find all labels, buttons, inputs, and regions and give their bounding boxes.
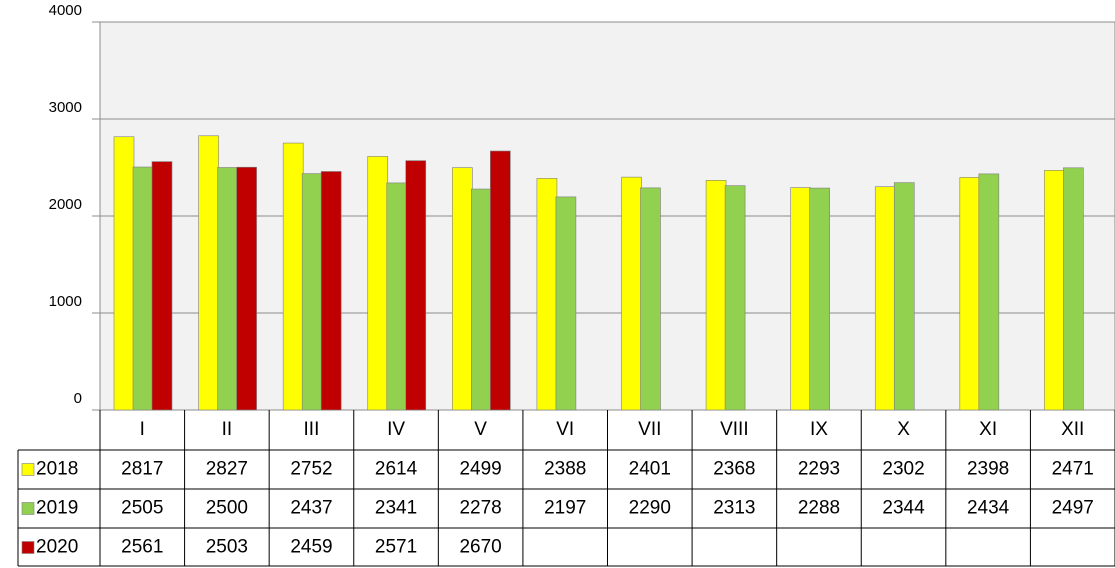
bar [536,178,558,411]
table-cell: 2503 [206,537,248,558]
x-tick-label: I [140,419,145,440]
table-cell: 2497 [1052,498,1094,519]
bar [790,187,811,411]
bar [367,156,389,411]
table-cell: 2752 [290,459,332,480]
y-tick-label: 0 [74,390,82,407]
x-tick-label: V [474,419,487,440]
bar [320,171,342,411]
bar [151,161,173,411]
table-cell: 2505 [121,498,163,519]
table-cell: 2290 [629,498,671,519]
x-tick-label: VI [556,419,574,440]
bar [236,166,257,411]
x-tick-label: XI [979,419,997,440]
table-cell: 2293 [798,459,840,480]
bar [959,177,981,411]
bar [132,166,154,411]
table-cell: 2197 [544,498,586,519]
bar [301,173,323,411]
table-cell: 2388 [544,459,586,480]
bar [198,135,219,411]
table-cell: 2827 [206,459,248,480]
table-cell: 2670 [459,537,501,558]
bar [1044,170,1065,411]
legend-label: 2020 [36,537,78,558]
x-tick-label: IV [387,419,405,440]
table-cell: 2401 [629,459,671,480]
x-tick-label: II [222,419,233,440]
x-tick-label: VIII [720,419,749,440]
table-cell: 2341 [375,498,417,519]
x-tick-label: IX [810,419,828,440]
legend-label: 2019 [36,498,78,519]
legend-label: 2018 [36,459,78,480]
table-cell: 2288 [798,498,840,519]
bar [452,167,473,411]
bar [405,160,427,411]
table-cell: 2313 [713,498,755,519]
bar [640,187,661,411]
table-cell: 2499 [459,459,501,480]
bar [490,150,511,411]
table-cell: 2459 [290,537,332,558]
table-cell: 2500 [206,498,248,519]
table-cell: 2344 [882,498,925,519]
y-tick-label: 4000 [49,2,82,19]
table-cell: 2434 [967,498,1010,519]
legend-key [21,541,35,554]
bar [555,196,577,411]
table-cell: 2571 [375,537,417,558]
x-tick-label: VII [638,419,661,440]
table-cell: 2561 [121,537,163,558]
bar [621,176,642,411]
table-cell: 2437 [290,498,332,519]
bar [386,182,408,411]
bar [724,185,746,411]
bar [282,142,304,411]
bar [705,180,727,411]
table-cell: 2398 [967,459,1009,480]
bar [217,167,238,411]
bar [1063,167,1084,411]
table-cell: 2614 [375,459,418,480]
x-tick-label: X [897,419,910,440]
table-cell: 2302 [882,459,924,480]
y-tick-label: 1000 [49,293,82,310]
bar [874,186,896,411]
y-tick-label: 2000 [49,196,82,213]
table-cell: 2278 [459,498,501,519]
y-tick-label: 3000 [49,99,82,116]
table-cell: 2368 [713,459,755,480]
table-cell: 2471 [1052,459,1094,480]
table-cell: 2817 [121,459,163,480]
legend-key [21,502,35,515]
x-tick-label: XII [1061,419,1084,440]
bar [893,182,915,411]
bar [471,188,492,411]
bar [809,187,830,411]
bar [978,173,1000,411]
legend-key [21,463,35,476]
x-tick-label: III [304,419,320,440]
bar [113,136,135,411]
